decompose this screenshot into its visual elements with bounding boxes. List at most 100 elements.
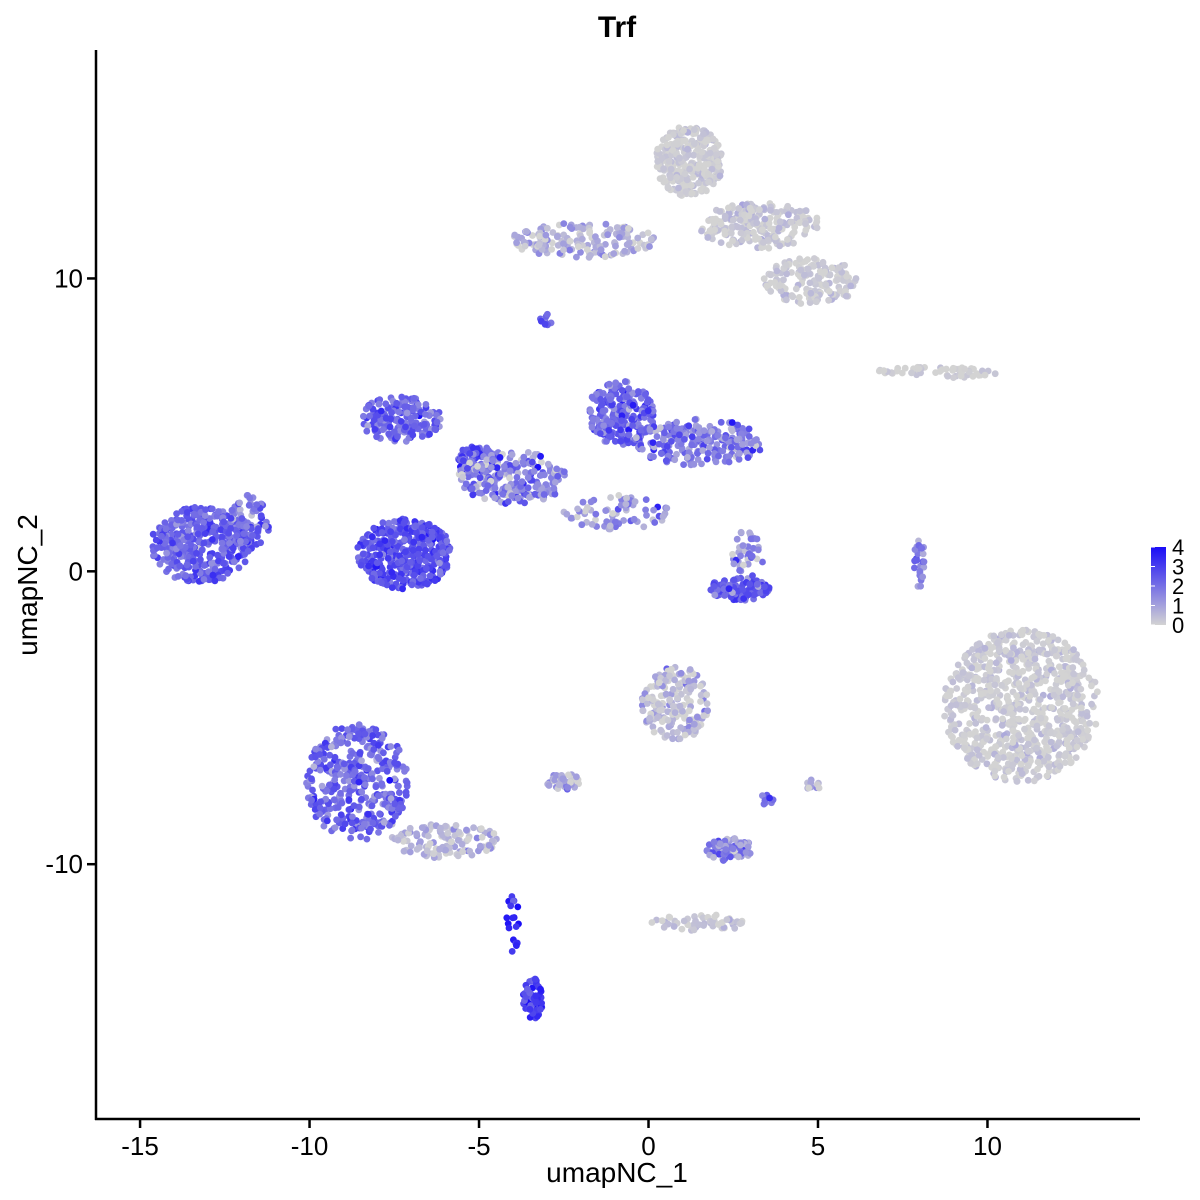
cell-point <box>841 261 848 269</box>
cell-point <box>699 447 707 454</box>
cell-point <box>747 535 755 543</box>
cell-point <box>981 655 989 662</box>
cell-point <box>428 528 436 536</box>
colorbar-tick-label: 3 <box>1172 555 1184 580</box>
cell-point <box>368 802 376 810</box>
cell-point <box>409 431 417 439</box>
cell-point <box>704 707 711 715</box>
cell-point <box>973 734 981 742</box>
cell-point <box>1019 641 1027 649</box>
cell-point <box>690 140 698 148</box>
cell-point <box>1024 762 1032 770</box>
x-tick-label: -5 <box>467 1131 490 1161</box>
cell-point <box>746 529 753 537</box>
cell-point <box>602 220 610 228</box>
cell-point <box>215 508 222 515</box>
cell-point <box>428 533 436 541</box>
cell-point <box>402 788 410 796</box>
cell-point <box>349 813 356 821</box>
cell-point <box>1018 770 1026 777</box>
cell-point <box>1043 734 1050 742</box>
cell-point <box>669 685 677 693</box>
cell-point <box>541 320 549 328</box>
cell-point <box>738 919 745 927</box>
cell-point <box>629 422 636 429</box>
cell-point <box>982 724 990 731</box>
cell-point <box>694 713 701 721</box>
cell-cluster-7 <box>586 378 657 448</box>
cell-cluster-4 <box>360 393 444 445</box>
cell-point <box>649 407 657 415</box>
cell-point <box>733 436 741 444</box>
cell-point <box>327 761 334 769</box>
cell-cluster-8 <box>632 415 764 469</box>
cell-point <box>415 545 423 553</box>
cell-point <box>489 457 497 465</box>
cell-point <box>370 416 378 424</box>
cell-point <box>842 292 850 300</box>
cell-point <box>796 219 804 227</box>
cell-point <box>695 921 703 929</box>
cell-point <box>345 733 353 741</box>
cell-point <box>694 449 701 457</box>
cell-point <box>444 829 452 837</box>
cell-point <box>663 141 671 149</box>
cell-point <box>497 470 504 478</box>
cell-point <box>651 519 659 526</box>
cell-point <box>728 427 736 435</box>
cell-point <box>739 425 746 432</box>
cell-point <box>227 515 235 522</box>
cell-point <box>468 485 476 492</box>
cell-point <box>484 446 492 454</box>
cell-point <box>789 293 797 301</box>
cell-point <box>1024 747 1032 755</box>
cell-point <box>1007 704 1015 712</box>
cell-point <box>508 492 516 500</box>
cell-point <box>737 229 745 237</box>
cell-point <box>712 151 720 159</box>
cell-point <box>634 245 642 252</box>
cell-point <box>721 231 729 238</box>
cell-point <box>338 725 346 732</box>
cell-point <box>611 437 619 445</box>
cell-point <box>700 427 708 434</box>
cell-point <box>369 544 377 552</box>
cell-point <box>642 506 649 514</box>
cell-point <box>669 735 676 743</box>
cell-point <box>169 539 176 547</box>
cell-point <box>964 755 971 762</box>
cell-point <box>676 735 684 743</box>
cell-point <box>1048 704 1056 711</box>
cell-point <box>403 779 411 787</box>
cell-point <box>398 393 406 401</box>
cell-point <box>355 721 363 729</box>
cell-point <box>459 848 466 856</box>
cell-point <box>995 647 1003 655</box>
cell-cluster-16 <box>653 124 725 199</box>
cell-point <box>395 408 403 416</box>
cell-point <box>706 444 713 452</box>
cell-point <box>426 572 434 580</box>
cell-point <box>655 679 663 687</box>
cell-point <box>560 468 568 476</box>
cell-point <box>673 140 681 148</box>
cell-point <box>257 539 264 547</box>
cell-point <box>721 592 728 599</box>
cell-point <box>529 232 536 239</box>
cell-point <box>549 229 557 236</box>
cell-point <box>790 239 797 247</box>
cell-point <box>630 515 638 523</box>
cell-point <box>1016 705 1024 713</box>
cell-point <box>725 453 733 461</box>
cell-point <box>418 533 426 541</box>
cell-cluster-3 <box>354 515 454 593</box>
cell-point <box>200 539 208 547</box>
cell-point <box>638 701 646 709</box>
cell-point <box>345 777 353 785</box>
cell-point <box>644 407 652 415</box>
cell-point <box>917 582 924 590</box>
cell-point <box>983 716 991 724</box>
cell-point <box>722 846 730 853</box>
cell-point <box>361 730 369 738</box>
cell-point <box>375 829 382 836</box>
